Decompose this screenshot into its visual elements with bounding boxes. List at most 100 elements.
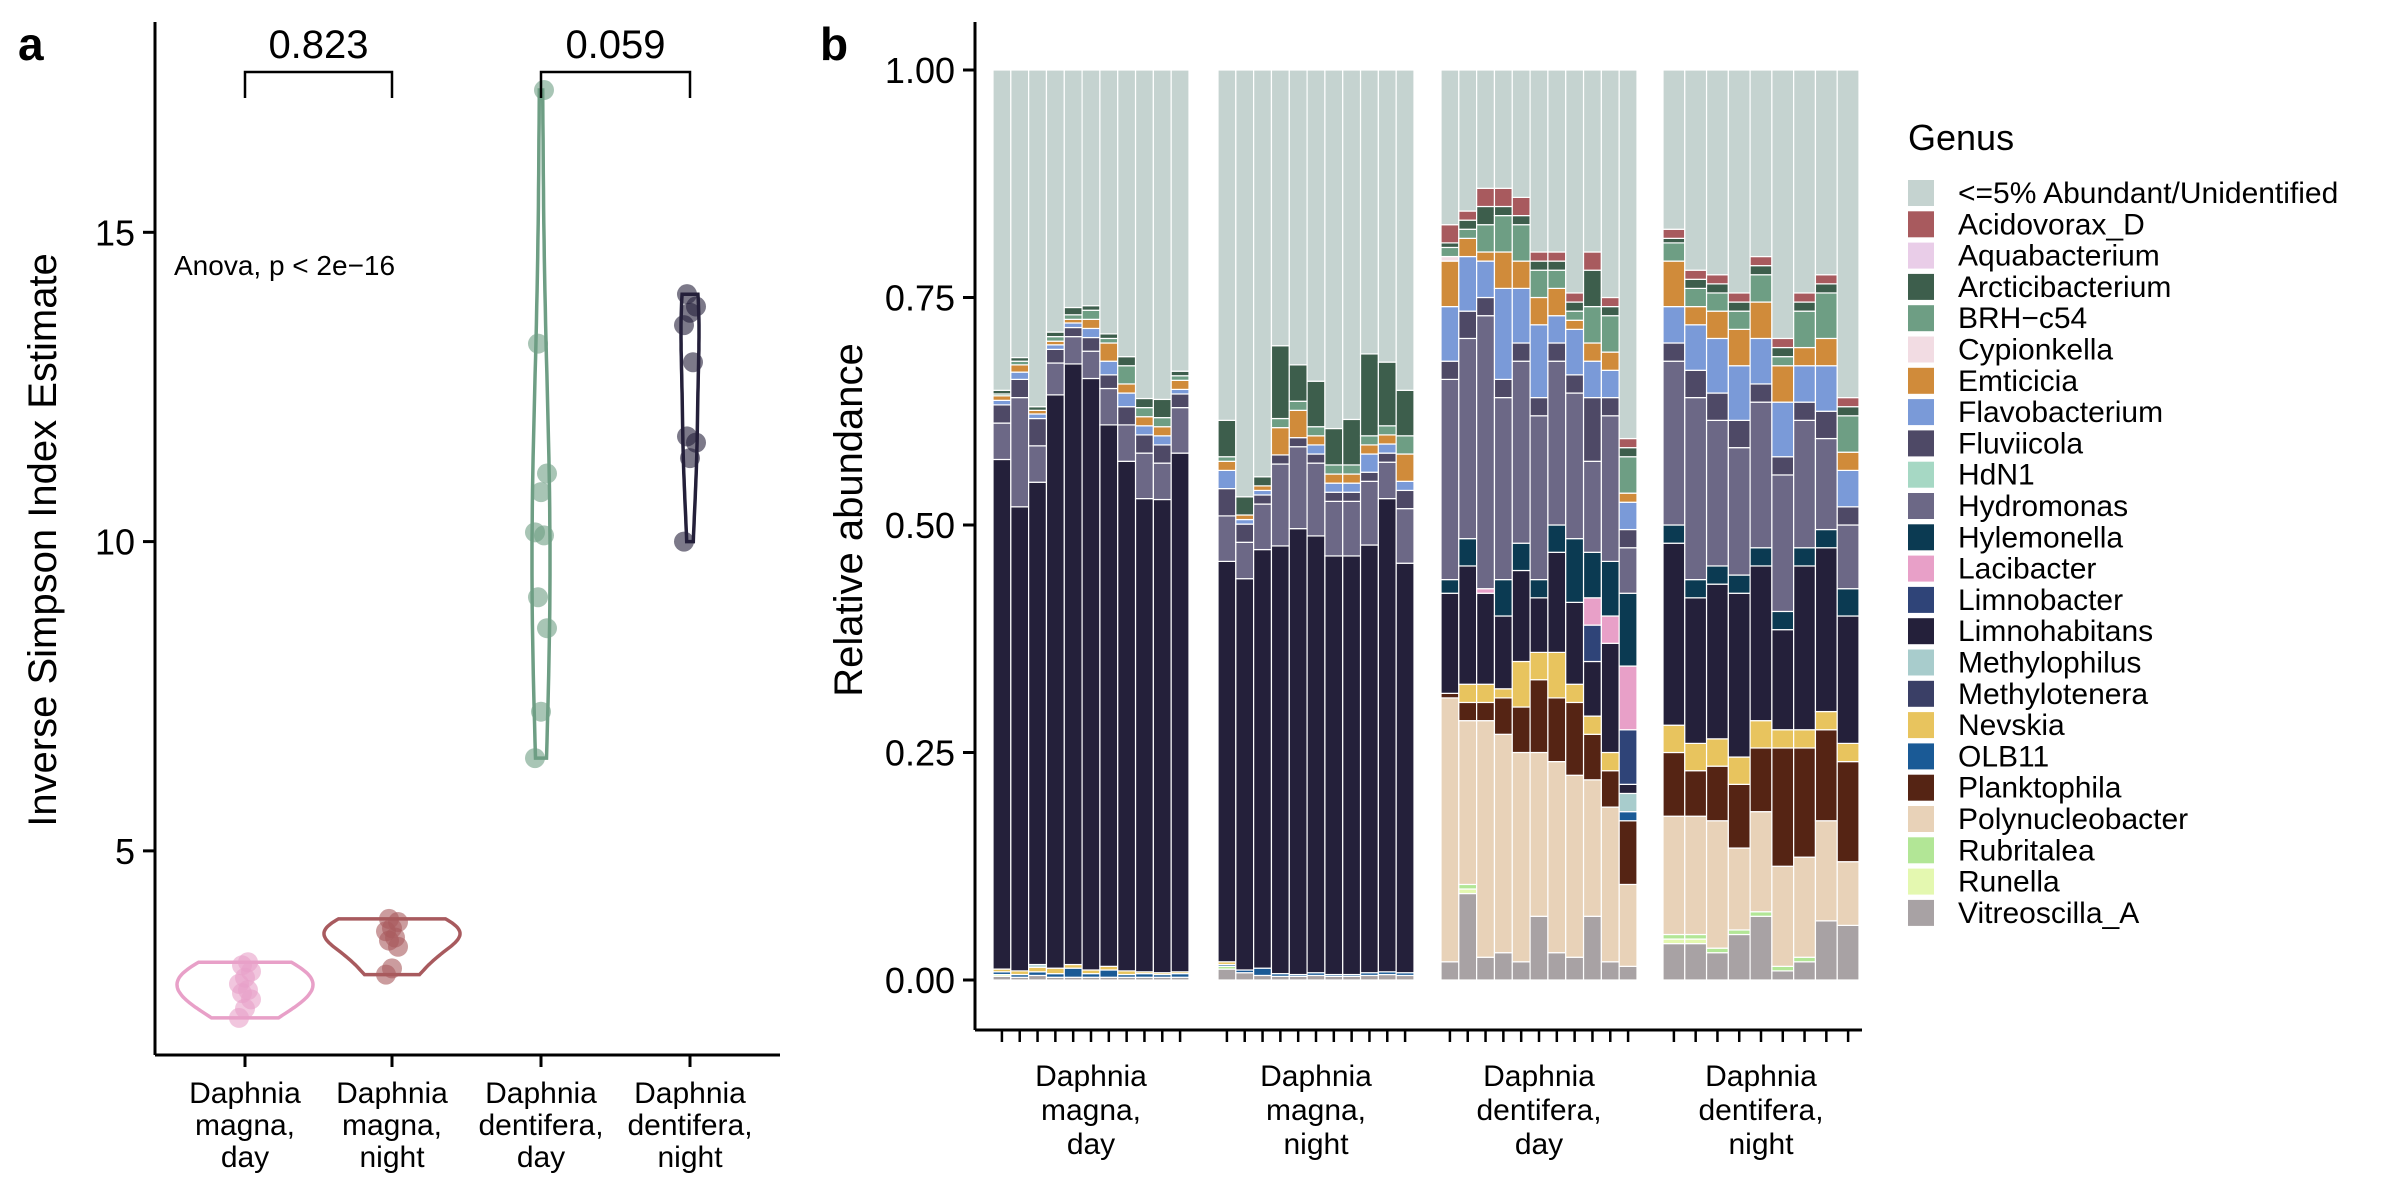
- bar-segment: [1793, 547, 1817, 567]
- bar-segment: [1342, 418, 1362, 466]
- bar-segment: [1618, 437, 1638, 449]
- bar-segment: [1324, 491, 1344, 502]
- bar-segment: [1662, 242, 1686, 262]
- bar-segment: [1476, 187, 1496, 208]
- bar-segment: [1705, 274, 1729, 285]
- bar-segment: [1511, 360, 1531, 544]
- bar-segment: [1288, 364, 1308, 402]
- bar-segment: [1705, 820, 1729, 949]
- bar-segment: [1217, 469, 1237, 490]
- data-point: [525, 522, 545, 543]
- bar-segment: [1117, 383, 1137, 394]
- bar-segment: [1028, 445, 1048, 483]
- bar-segment: [1099, 69, 1119, 335]
- bar-segment: [1511, 69, 1531, 199]
- bar-segment: [1270, 69, 1290, 347]
- bar-segment: [1359, 69, 1379, 355]
- bar-segment: [1705, 583, 1729, 740]
- bar-segment: [1511, 751, 1531, 963]
- bar-segment: [1217, 488, 1237, 517]
- bar-segment: [1377, 434, 1397, 445]
- violin-2: [530, 88, 552, 760]
- data-point: [537, 463, 557, 484]
- bar-segment: [1684, 933, 1708, 940]
- bar-segment: [1600, 306, 1620, 317]
- bar-segment: [1010, 371, 1030, 380]
- bar-segment: [1306, 535, 1326, 974]
- bar-segment: [1306, 69, 1326, 382]
- bar-segment: [1565, 601, 1585, 685]
- bar-segment: [1377, 461, 1397, 500]
- bar-segment: [1511, 224, 1531, 262]
- bar-segment: [1306, 426, 1326, 437]
- bar-segment: [1582, 551, 1602, 599]
- bar-segment: [1359, 544, 1379, 974]
- bar-segment: [1440, 360, 1460, 381]
- bar-segment: [1836, 415, 1860, 453]
- bar-segment: [1170, 370, 1190, 377]
- bar-segment: [1618, 528, 1638, 549]
- bar-segment: [1684, 942, 1708, 981]
- bar-segment: [1511, 260, 1531, 290]
- legend-label: Arcticibacterium: [1958, 271, 2171, 304]
- bar-segment: [1547, 69, 1567, 253]
- legend-label: Aquabacterium: [1958, 240, 2160, 273]
- bar-segment: [1395, 453, 1415, 482]
- y-tick-label: 1.00: [885, 50, 955, 91]
- bar-segment: [1511, 287, 1531, 344]
- bar-segment: [1493, 397, 1513, 581]
- legend-swatch: [1908, 305, 1934, 332]
- bar-segment: [1684, 324, 1708, 371]
- bar-segment: [1547, 760, 1567, 954]
- bar-segment: [1582, 460, 1602, 553]
- data-point: [674, 531, 694, 552]
- bar-segment: [1684, 597, 1708, 744]
- bar-segment: [1117, 460, 1137, 972]
- bar-segment: [1684, 369, 1708, 399]
- bar-segment: [1440, 246, 1460, 258]
- bar-segment: [1749, 255, 1773, 267]
- bar-segment: [1253, 548, 1273, 969]
- panel-b-stacked-bar-chart: Relative abundance 0.00 0.25 0.50 0.75 1.00 D…: [827, 22, 1862, 1161]
- bar-segment: [1152, 462, 1172, 501]
- comparison-p-value: 0.059: [565, 23, 665, 67]
- legend-label: Vitreoscilla_A: [1958, 897, 2139, 930]
- bar-segment: [1099, 424, 1119, 967]
- bar-segment: [1440, 306, 1460, 362]
- bar-segment: [1618, 811, 1638, 822]
- bar-segment: [1582, 915, 1602, 981]
- genus-legend: Genus <=5% Abundant/UnidentifiedAcidovor…: [1908, 117, 2338, 930]
- bar-segment: [1529, 578, 1549, 599]
- legend-swatch: [1908, 461, 1934, 488]
- bar-segment: [1306, 462, 1326, 537]
- bar-segment: [1476, 251, 1496, 262]
- bar-segment: [1771, 365, 1795, 403]
- bar-segment: [1565, 69, 1585, 294]
- bar-segment: [1063, 326, 1083, 338]
- bar-segment: [1565, 310, 1585, 321]
- bar-segment: [1493, 287, 1513, 380]
- bar-segment: [1814, 820, 1838, 922]
- facet-label: dentifera,: [1476, 1094, 1601, 1127]
- bar-segment: [1493, 69, 1513, 189]
- bar-segment: [1705, 69, 1729, 276]
- bar-segment: [1476, 224, 1496, 253]
- bar-segment: [1117, 424, 1137, 462]
- bar-segment: [1511, 569, 1531, 663]
- bar-segment: [1727, 929, 1751, 936]
- bar-segment: [1063, 967, 1083, 978]
- bar-segment: [1836, 760, 1860, 863]
- panel-a-label: a: [18, 18, 44, 70]
- bar-segment: [1529, 269, 1549, 299]
- x-tick-label: Daphnia: [634, 1077, 746, 1110]
- bar-segment: [1547, 315, 1567, 344]
- bar-segment: [1565, 538, 1585, 603]
- bar-segment: [1749, 383, 1773, 403]
- bar-segment: [1270, 545, 1290, 975]
- bar-segment: [1306, 444, 1326, 455]
- bar-segment: [1836, 469, 1860, 508]
- bar-segment: [1440, 69, 1460, 226]
- bar-segment: [1270, 345, 1290, 420]
- bar-segment: [1565, 392, 1585, 540]
- bar-segment: [1618, 501, 1638, 531]
